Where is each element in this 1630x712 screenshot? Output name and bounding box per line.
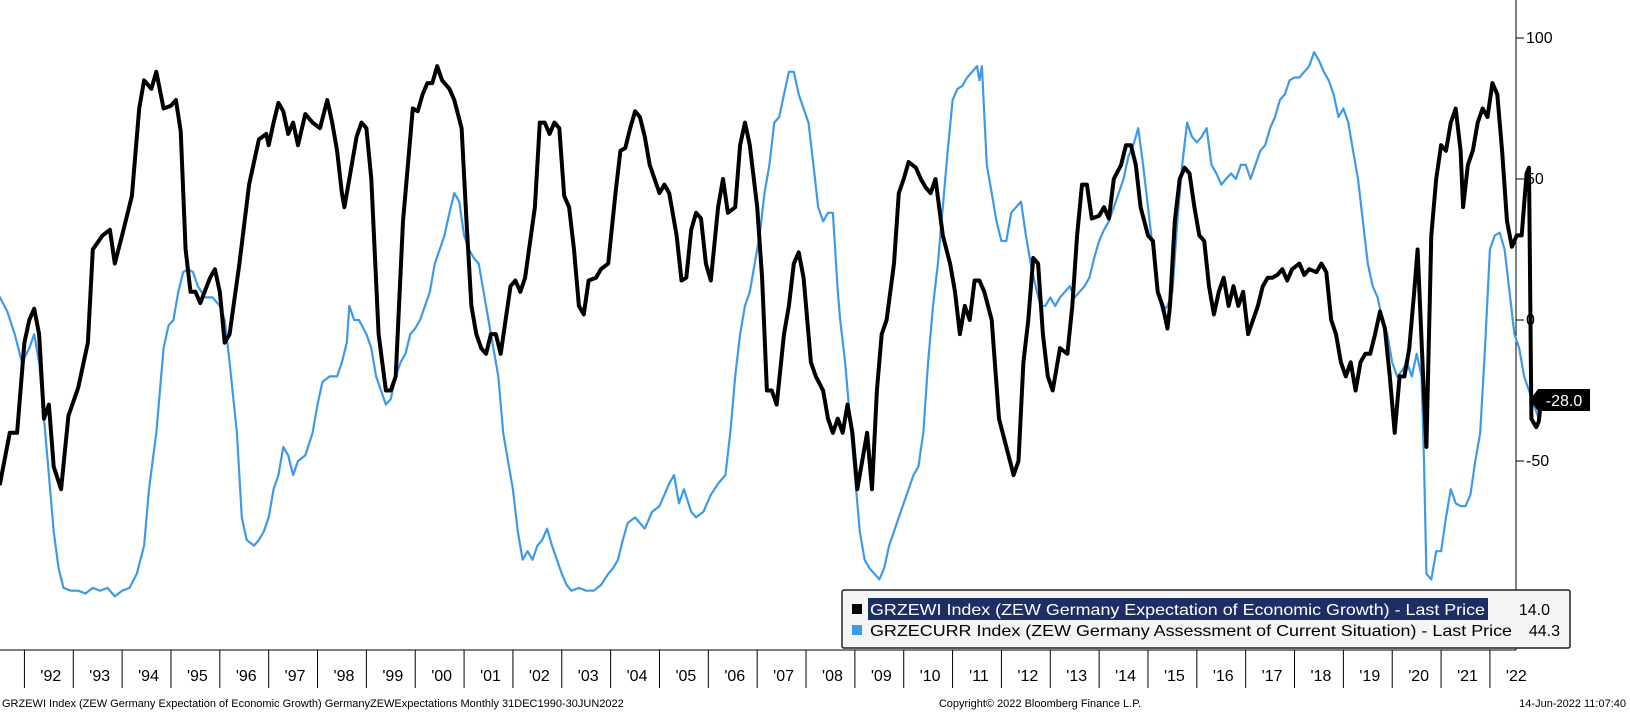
- legend-label-growth: GRZEWI Index (ZEW Germany Expectation of…: [870, 602, 1485, 619]
- y-tick-label: -50: [1526, 453, 1549, 470]
- x-tick-label: '13: [1066, 668, 1087, 685]
- series-line-growth-expectation: [0, 64, 1544, 492]
- x-tick-label: '96: [236, 668, 257, 685]
- last-price-tag-shape: [1530, 389, 1590, 411]
- footer-center: Copyright© 2022 Bloomberg Finance L.P.: [939, 698, 1141, 710]
- x-tick-label: '22: [1506, 668, 1527, 685]
- legend-highlight: [868, 598, 1488, 620]
- x-tick-label: '19: [1359, 668, 1380, 685]
- x-tick-label: '95: [187, 668, 208, 685]
- x-tick-label: '14: [1115, 668, 1136, 685]
- x-tick-label: '21: [1457, 668, 1478, 685]
- x-tick-label: '01: [480, 668, 501, 685]
- x-tick-label: '97: [285, 668, 306, 685]
- x-tick-label: '93: [89, 668, 110, 685]
- x-tick-label: '92: [40, 668, 61, 685]
- x-tick-label: '98: [334, 668, 355, 685]
- x-tick-label: '17: [1262, 668, 1283, 685]
- legend: GRZEWI Index (ZEW Germany Expectation of…: [841, 589, 1571, 649]
- x-tick-label: '18: [1311, 668, 1332, 685]
- series-layer: [0, 51, 1544, 598]
- legend-swatch-current: [852, 625, 862, 635]
- footer-right: 14-Jun-2022 11:07:40: [1519, 698, 1626, 710]
- legend-label-current: GRZECURR Index (ZEW Germany Assessment o…: [870, 623, 1512, 640]
- legend-swatch-growth: [852, 604, 862, 614]
- x-tick-label: '08: [822, 668, 843, 685]
- x-tick-label: '02: [529, 668, 550, 685]
- x-tick-label: '99: [382, 668, 403, 685]
- series-line-current-situation: [0, 51, 1543, 598]
- x-tick-label: '00: [431, 668, 452, 685]
- x-axis-ticks: '92 '93 '94 '95 '96 '97 '98 '99 '00 '01 '02 '03 '04 '…: [23, 650, 1527, 688]
- x-tick-label: '04: [627, 668, 648, 685]
- x-tick-label: '11: [969, 668, 989, 685]
- x-tick-label: '10: [920, 668, 941, 685]
- legend-value-current: 44.3: [1529, 623, 1560, 640]
- x-tick-label: '06: [724, 668, 745, 685]
- x-tick-label: '09: [871, 668, 892, 685]
- legend-value-growth: 14.0: [1519, 602, 1550, 619]
- x-tick-label: '05: [675, 668, 696, 685]
- last-price-tag: -28.0: [1530, 389, 1590, 411]
- x-tick-label: '12: [1017, 668, 1038, 685]
- x-tick-label: '15: [1164, 668, 1185, 685]
- x-tick-label: '20: [1408, 668, 1429, 685]
- x-tick-label: '94: [138, 668, 159, 685]
- x-tick-label: '03: [578, 668, 599, 685]
- last-price-tag-text: -28.0: [1546, 393, 1583, 410]
- x-tick-label: '07: [773, 668, 794, 685]
- x-tick-label: '16: [1213, 668, 1234, 685]
- footer-left: GRZEWI Index (ZEW Germany Expectation of…: [2, 698, 624, 710]
- y-tick-label: 100: [1526, 30, 1553, 47]
